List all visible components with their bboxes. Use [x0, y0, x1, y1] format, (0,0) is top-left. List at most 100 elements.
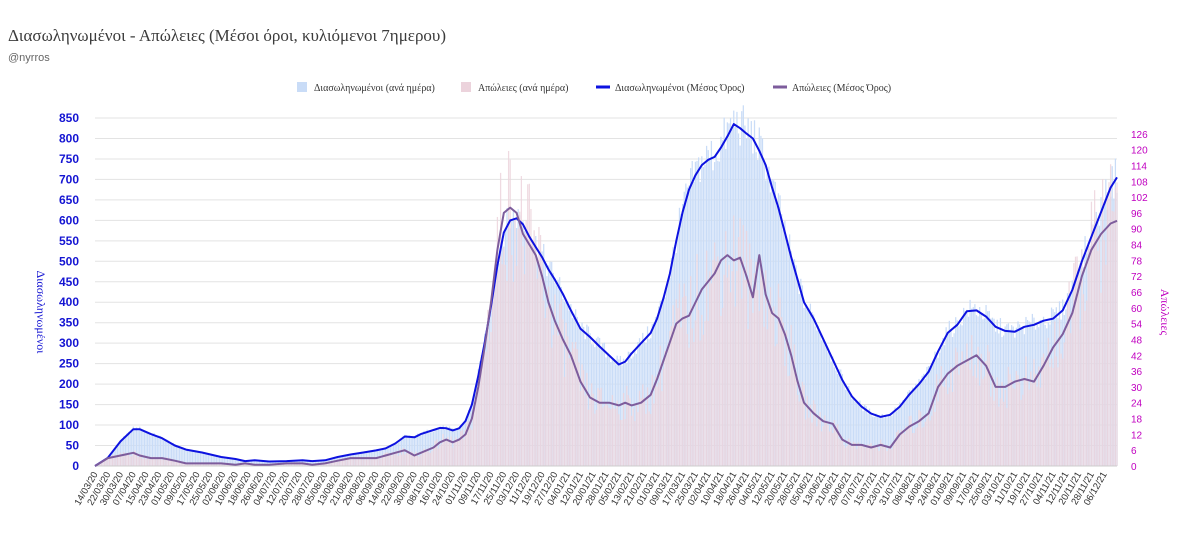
deaths-daily-bar	[669, 331, 671, 466]
deaths-daily-bar	[961, 351, 963, 466]
deaths-daily-bar	[1025, 356, 1027, 466]
deaths-daily-bar	[287, 463, 289, 466]
deaths-daily-bar	[664, 350, 666, 466]
intubated-daily-bar	[763, 159, 765, 466]
deaths-daily-bar	[434, 440, 436, 466]
deaths-daily-bar	[677, 307, 679, 466]
deaths-daily-bar	[218, 463, 221, 466]
deaths-daily-bar	[854, 442, 856, 466]
deaths-daily-bar	[306, 464, 309, 466]
legend[interactable]: Διασωληνωμένοι (ανά ημέρα) Απώλειες (ανά …	[297, 82, 891, 94]
intubated-daily-bar	[704, 164, 706, 467]
deaths-daily-bar	[883, 445, 885, 466]
deaths-daily-bar	[921, 427, 923, 466]
deaths-daily-bar	[613, 408, 615, 466]
deaths-daily-bar	[614, 408, 617, 466]
deaths-daily-bar	[538, 226, 540, 466]
intubated-daily-bar	[175, 445, 178, 466]
intubated-daily-bar	[851, 398, 853, 466]
deaths-daily-bar	[757, 290, 759, 466]
deaths-daily-bar	[773, 306, 775, 466]
intubated-daily-bar	[415, 436, 417, 466]
deaths-daily-bar	[731, 271, 733, 466]
deaths-daily-bar	[1017, 375, 1019, 466]
deaths-daily-bar	[745, 230, 748, 466]
deaths-daily-bar	[539, 235, 542, 466]
intubated-daily-bar	[787, 246, 789, 466]
intubated-daily-bar	[594, 347, 596, 466]
deaths-daily-bar	[999, 398, 1002, 466]
deaths-daily-bar	[175, 461, 178, 466]
deaths-daily-bar	[643, 398, 645, 466]
intubated-daily-bar	[1006, 324, 1008, 466]
deaths-daily-bar	[118, 454, 120, 466]
legend-item[interactable]: Απώλειες (Μέσος Όρος)	[773, 83, 891, 94]
intubated-daily-bar	[230, 458, 232, 466]
intubated-daily-bar	[174, 444, 176, 466]
deaths-daily-bar	[993, 400, 995, 466]
intubated-daily-bar	[881, 414, 883, 466]
intubated-daily-bar	[1020, 327, 1022, 466]
intubated-daily-bar	[699, 181, 701, 466]
deaths-daily-bar	[739, 218, 741, 466]
intubated-daily-bar	[795, 265, 797, 466]
deaths-daily-bar	[282, 463, 285, 466]
deaths-daily-bar	[295, 463, 297, 466]
deaths-daily-bar	[487, 309, 489, 466]
deaths-daily-bar	[1103, 240, 1105, 466]
legend-item[interactable]: Διασωληνωμένοι (ανά ημέρα)	[297, 82, 435, 94]
deaths-daily-bar	[749, 243, 751, 466]
deaths-daily-bar	[987, 344, 989, 466]
deaths-daily-bar	[705, 250, 708, 466]
intubated-daily-bar	[618, 359, 620, 466]
deaths-daily-bar	[843, 445, 845, 466]
deaths-daily-bar	[493, 280, 495, 466]
deaths-daily-bar	[461, 430, 463, 466]
deaths-daily-bar	[127, 453, 130, 466]
deaths-daily-bar	[455, 437, 457, 466]
legend-item[interactable]: Απώλειες (ανά ημέρα)	[461, 82, 568, 94]
deaths-daily-bar	[1089, 245, 1091, 466]
deaths-daily-bar	[388, 453, 390, 466]
deaths-daily-bar	[576, 349, 578, 466]
deaths-daily-bar	[833, 420, 835, 466]
deaths-daily-bar	[597, 387, 599, 466]
legend-item[interactable]: Διασωληνωμένοι (Μέσος Όρος)	[596, 83, 744, 94]
intubated-daily-bar	[766, 173, 768, 466]
intubated-daily-bar	[824, 344, 826, 466]
deaths-daily-bar	[452, 447, 454, 466]
deaths-daily-bar	[963, 361, 965, 466]
intubated-daily-bar	[846, 386, 848, 466]
intubated-daily-bar	[621, 365, 623, 466]
intubated-daily-bar	[848, 385, 850, 466]
deaths-daily-bar	[955, 347, 957, 466]
intubated-daily-bar	[238, 459, 240, 466]
deaths-daily-bar	[583, 370, 585, 466]
deaths-daily-bar	[426, 449, 428, 466]
deaths-daily-bar	[709, 271, 711, 466]
deaths-daily-bar	[241, 464, 243, 466]
left-tick-label: 0	[72, 459, 79, 473]
deaths-daily-bar	[736, 270, 738, 466]
deaths-daily-bar	[619, 419, 621, 466]
right-tick-label: 96	[1131, 209, 1143, 220]
right-tick-label: 114	[1131, 161, 1147, 172]
deaths-daily-bar	[335, 460, 337, 466]
left-tick-label: 750	[59, 152, 79, 166]
intubated-daily-bar	[161, 437, 163, 466]
deaths-daily-bar	[856, 448, 858, 466]
intubated-daily-bar	[262, 460, 264, 466]
deaths-daily-bar	[710, 283, 713, 466]
intubated-daily-bar	[137, 430, 139, 466]
deaths-daily-bar	[100, 461, 103, 466]
deaths-daily-bar	[990, 396, 992, 466]
deaths-daily-bar	[1002, 401, 1005, 466]
deaths-daily-bar	[979, 385, 981, 466]
deaths-daily-bar	[691, 328, 693, 466]
intubated-daily-bar	[155, 436, 157, 466]
deaths-daily-bar	[116, 454, 118, 466]
deaths-daily-bar	[346, 458, 348, 466]
deaths-daily-bar	[828, 431, 831, 466]
deaths-daily-bar	[1022, 394, 1024, 466]
intubated-daily-bar	[410, 436, 412, 466]
